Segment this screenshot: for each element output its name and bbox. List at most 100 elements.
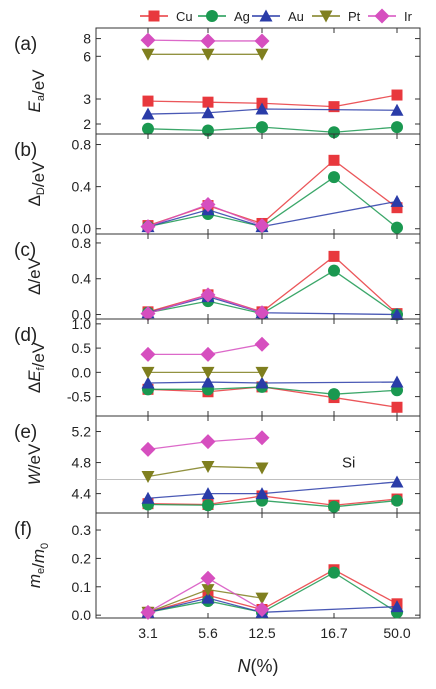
- y-tick-label: 0.0: [72, 607, 92, 623]
- panel-label: (d): [14, 325, 37, 346]
- y-tick-label: 1.0: [72, 316, 92, 332]
- annotation: Si: [342, 455, 355, 472]
- series-ir: [140, 570, 270, 620]
- series-line: [147, 381, 398, 384]
- panel-e: 4.4 4.8 5.2 (e)W/eV Si: [14, 415, 421, 514]
- y-tick-label: 0.5: [72, 340, 92, 356]
- data-point: [200, 346, 216, 362]
- data-point: [328, 264, 340, 277]
- legend-label: Au: [288, 9, 304, 24]
- data-point: [201, 366, 215, 379]
- data-point: [141, 471, 155, 484]
- legend: Cu Ag Au Pt Ir: [140, 8, 413, 24]
- data-point: [390, 375, 404, 388]
- data-point: [140, 306, 156, 322]
- series-pt: [141, 48, 269, 61]
- legend-marker-circle: [206, 10, 218, 22]
- data-point: [255, 48, 269, 61]
- data-point: [390, 308, 404, 321]
- series-ir: [140, 287, 270, 322]
- legend-label: Ir: [404, 9, 413, 24]
- data-point: [391, 401, 403, 413]
- legend-item-au: Au: [252, 9, 304, 24]
- data-point: [142, 122, 154, 135]
- data-point: [254, 33, 270, 49]
- series-ir: [140, 32, 270, 49]
- x-tick-label: 5.6: [198, 625, 218, 641]
- y-axis-label: Ea/eV: [25, 69, 48, 113]
- data-point: [201, 48, 215, 61]
- data-point: [202, 499, 214, 512]
- data-point: [328, 388, 340, 401]
- data-point: [254, 336, 270, 352]
- data-point: [390, 103, 404, 116]
- x-tick-label: 3.1: [138, 625, 158, 641]
- data-point: [254, 601, 270, 617]
- series-ag: [142, 121, 403, 139]
- data-point: [255, 592, 269, 605]
- data-point: [255, 462, 269, 475]
- series-line: [147, 176, 398, 229]
- legend-marker-square: [148, 10, 160, 22]
- data-point: [141, 107, 155, 120]
- legend-item-ir: Ir: [368, 8, 413, 24]
- y-tick-label: 0.4: [72, 271, 92, 287]
- series-cu: [142, 250, 403, 320]
- data-point: [201, 584, 215, 597]
- data-point: [254, 218, 270, 234]
- data-point: [142, 95, 154, 107]
- data-point: [390, 194, 404, 207]
- series-au: [141, 102, 404, 120]
- series-ag: [142, 264, 403, 321]
- data-point: [141, 366, 155, 379]
- legend-label: Pt: [348, 9, 361, 24]
- panel-c: 0.0 0.4 0.8 (c)Δ/eV: [14, 233, 421, 323]
- data-point: [391, 202, 403, 214]
- y-tick-label: 4.4: [72, 486, 92, 502]
- data-point: [141, 376, 155, 389]
- data-point: [328, 101, 340, 113]
- data-point: [255, 366, 269, 379]
- series-line: [147, 465, 263, 478]
- data-point: [328, 154, 340, 166]
- y-tick-label: 3: [83, 91, 91, 107]
- series-au: [141, 290, 404, 321]
- panels: 2 3 68 (a) Ea/eV 0.0 0.4 0.8 (b)ΔD/eV 0.0 0.4 0.8 (c…: [14, 27, 421, 623]
- data-point: [202, 96, 214, 108]
- y-tick-label: 5.2: [72, 424, 92, 440]
- data-point: [255, 102, 269, 115]
- y-axis-label: W/eV: [25, 443, 44, 485]
- y-axis-label: ΔEf/eV: [25, 341, 48, 393]
- data-point: [200, 434, 216, 450]
- legend-item-ag: Ag: [198, 9, 250, 24]
- panel-frame: [95, 233, 421, 320]
- panel-a: 2 3 68 (a) Ea/eV: [14, 27, 421, 139]
- data-point: [255, 376, 269, 389]
- data-point: [390, 475, 404, 488]
- y-tick-label: 4.8: [72, 455, 92, 471]
- y-tick-label: 6: [83, 48, 91, 64]
- data-point: [140, 604, 156, 620]
- panel-label: (a): [14, 34, 37, 55]
- data-point: [255, 487, 269, 500]
- series-line: [147, 126, 398, 133]
- y-tick-label: 8: [83, 31, 91, 47]
- series-line: [147, 200, 398, 228]
- data-point: [201, 487, 215, 500]
- y-tick-label: 0.8: [72, 137, 92, 153]
- x-tick-label: 12.5: [248, 625, 275, 641]
- data-point: [200, 570, 216, 586]
- x-tick-label: 16.7: [320, 625, 347, 641]
- y-tick-label: 0.0: [72, 364, 92, 380]
- y-tick-label: 0.0: [72, 221, 92, 237]
- data-point: [140, 441, 156, 457]
- series-line: [147, 481, 398, 499]
- y-tick-label: 0.1: [72, 579, 92, 595]
- data-point: [254, 430, 270, 446]
- legend-marker-diamond: [374, 8, 390, 24]
- data-point: [140, 32, 156, 48]
- legend-marker-triangle-down: [319, 10, 333, 23]
- data-point: [328, 126, 340, 139]
- y-tick-label: 0.0: [72, 307, 92, 323]
